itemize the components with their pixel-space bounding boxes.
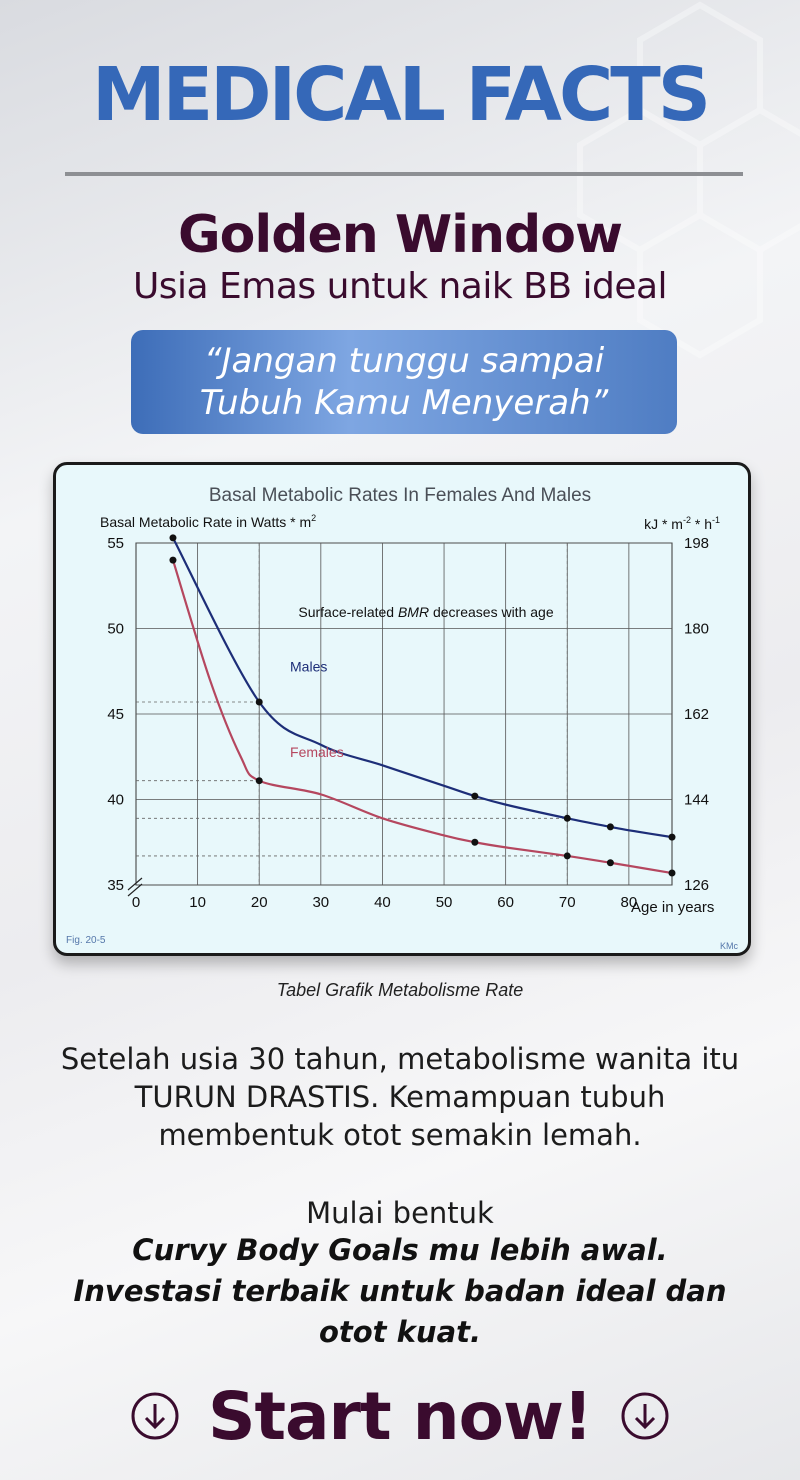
x-tick-label: 0 <box>132 894 140 911</box>
data-point-females <box>563 852 571 860</box>
x-axis-label: Age in years <box>631 899 714 916</box>
x-tick-label: 70 <box>559 894 576 911</box>
chart-caption: Tabel Grafik Metabolisme Rate <box>276 980 524 1000</box>
data-point-males <box>169 534 177 542</box>
y-tick-label-right: 162 <box>684 706 709 723</box>
x-tick-label: 60 <box>497 894 514 911</box>
quote-line-2: Tubuh Kamu Menyerah” <box>199 383 609 423</box>
data-point-females <box>668 869 676 877</box>
y-tick-label: 40 <box>107 792 124 809</box>
data-point-males <box>668 833 676 841</box>
goals-line-2: Investasi terbaik untuk badan ideal dan <box>73 1274 727 1308</box>
y-axis-right-label: kJ * m-2 * h-1 <box>644 515 720 532</box>
y-tick-label-right: 126 <box>684 877 709 894</box>
chart-annotation: Surface-related BMR decreases with age <box>298 604 553 620</box>
divider <box>65 172 743 176</box>
x-tick-label: 50 <box>436 894 453 911</box>
data-point-females <box>169 556 177 564</box>
x-tick-label: 10 <box>189 894 206 911</box>
body-paragraph: Setelah usia 30 tahun, metabolisme wanit… <box>60 1042 740 1152</box>
y-tick-label: 50 <box>107 621 124 638</box>
y-tick-label-right: 144 <box>684 792 709 809</box>
reference-lines <box>136 543 568 885</box>
y-tick-label: 55 <box>107 535 124 552</box>
start-now-button[interactable]: Start now! <box>207 1377 593 1455</box>
data-point-females <box>606 859 614 867</box>
bmr-chart: Basal Metabolic Rates In Females And Mal… <box>66 485 739 951</box>
page-subtitle: Usia Emas untuk naik BB ideal <box>132 266 668 307</box>
quote-banner: “Jangan tunggu sampai Tubuh Kamu Menyera… <box>131 330 677 434</box>
data-point-males <box>606 823 614 831</box>
data-point-females <box>471 838 479 846</box>
y-tick-label-right: 180 <box>684 621 709 638</box>
chart-series: Males Females <box>169 534 676 877</box>
start-line: Mulai bentuk <box>306 1196 494 1230</box>
y-axis-label: Basal Metabolic Rate in Watts * m2 <box>100 513 316 530</box>
chart-title: Basal Metabolic Rates In Females And Mal… <box>209 485 591 506</box>
x-tick-label: 40 <box>374 894 391 911</box>
x-tick-label: 20 <box>251 894 268 911</box>
x-tick-label: 80 <box>621 894 638 911</box>
data-point-males <box>471 792 479 800</box>
goals-line-1: Curvy Body Goals mu lebih awal. <box>132 1233 668 1267</box>
bmr-chart-card: Basal Metabolic Rates In Females And Mal… <box>53 462 751 956</box>
quote-line-1: “Jangan tunggu sampai <box>203 341 605 381</box>
y-tick-label: 45 <box>107 706 124 723</box>
page-title: Golden Window <box>177 205 623 265</box>
series-label-females: Females <box>290 744 344 760</box>
goals-text: Curvy Body Goals mu lebih awal. Investas… <box>40 1230 760 1353</box>
headline: MEDICAL FACTS <box>91 52 711 138</box>
axis-break-icon <box>127 877 143 897</box>
credit-label: KMc <box>720 941 739 951</box>
x-tick-label: 30 <box>312 894 329 911</box>
data-point-males <box>563 814 571 822</box>
y-tick-label: 35 <box>107 877 124 894</box>
data-point-males <box>255 698 263 706</box>
arrow-down-circle-icon <box>621 1392 669 1440</box>
axis-ticks: 0 10 20 30 40 50 60 70 80 35 126 40 144 45 162 50 180 55 1… <box>107 535 709 911</box>
y-tick-label-right: 198 <box>684 535 709 552</box>
series-label-males: Males <box>290 658 327 674</box>
arrow-down-circle-icon <box>131 1392 179 1440</box>
figure-label: Fig. 20-5 <box>66 935 106 946</box>
series-line-males <box>171 537 673 839</box>
goals-line-3: otot kuat. <box>318 1315 482 1349</box>
start-now-cta[interactable]: Start now! <box>0 1376 800 1456</box>
chart-grid <box>135 542 673 886</box>
data-point-females <box>255 777 263 785</box>
